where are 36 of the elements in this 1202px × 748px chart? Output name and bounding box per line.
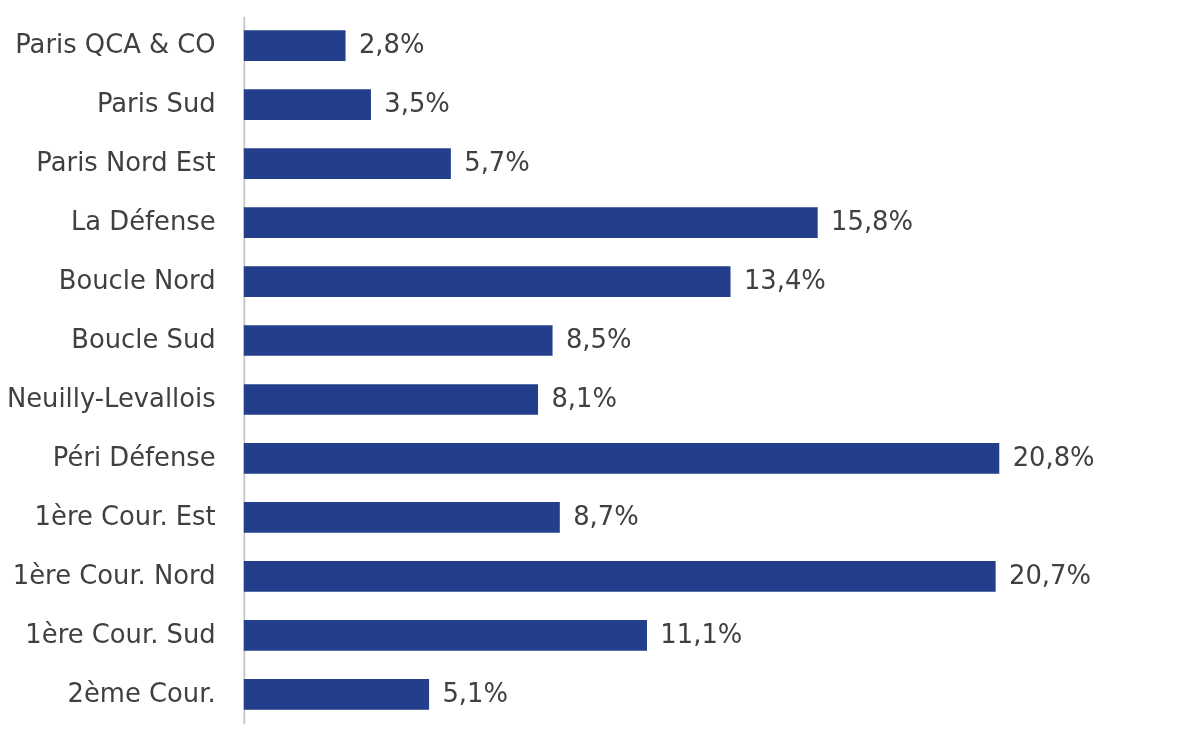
y-tick-label: 1ère Cour. Nord [12, 560, 216, 591]
bar [243, 30, 346, 62]
y-tick-label: Péri Défense [52, 442, 216, 473]
y-tick-label: Neuilly-Levallois [6, 383, 216, 414]
y-tick-label: 1ère Cour. Sud [25, 619, 216, 650]
y-tick-label: Paris QCA & CO [15, 29, 216, 60]
data-label: 3,5% [384, 88, 450, 119]
y-tick-label: La Défense [70, 206, 216, 237]
data-label: 5,1% [442, 677, 508, 708]
data-label: 13,4% [743, 265, 826, 296]
data-label: 8,1% [551, 383, 617, 414]
bar [243, 325, 553, 356]
data-label: 20,7% [1009, 560, 1091, 591]
bar [243, 207, 818, 238]
y-tick-label: 1ère Cour. Est [34, 501, 216, 532]
data-label: 2,8% [358, 29, 425, 60]
bar [243, 502, 560, 533]
bar [243, 89, 371, 120]
y-tick-label: 2ème Cour. [67, 677, 216, 708]
data-label: 11,1% [660, 619, 743, 650]
bar [243, 443, 1000, 474]
data-label: 5,7% [464, 147, 530, 178]
data-label: 8,5% [565, 324, 632, 355]
y-tick-label: Paris Sud [96, 88, 216, 119]
bar [243, 266, 731, 297]
data-label: 8,7% [573, 501, 639, 532]
data-label: 20,8% [1012, 442, 1095, 473]
y-tick-label: Boucle Nord [58, 265, 216, 296]
y-tick-label: Paris Nord Est [36, 147, 216, 178]
bar [243, 561, 996, 592]
data-label: 15,8% [831, 206, 914, 237]
y-tick-label: Boucle Sud [71, 324, 216, 355]
bar [243, 384, 539, 415]
bar [243, 678, 430, 710]
bar [243, 620, 647, 651]
bar [243, 148, 451, 179]
